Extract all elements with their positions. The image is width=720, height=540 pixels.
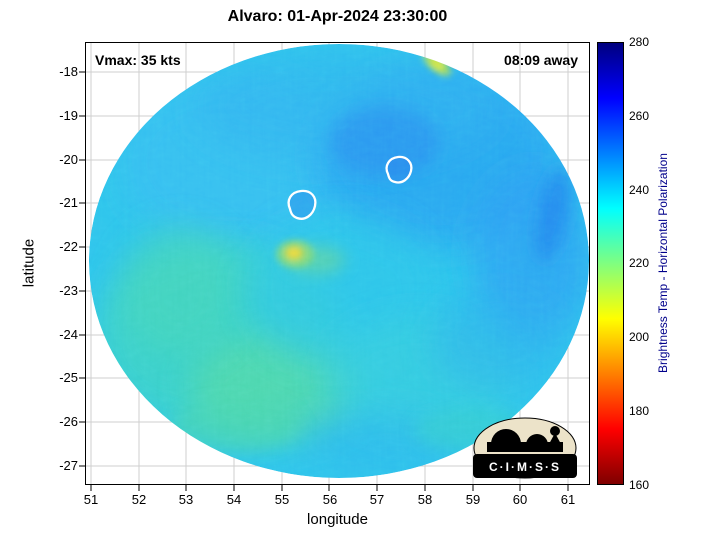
colorbar-label: Brightness Temp - Horizontal Polarizatio…: [656, 153, 670, 373]
x-tick-label: 51: [83, 492, 99, 507]
swath-disk: [89, 44, 589, 478]
x-tick-label: 57: [369, 492, 385, 507]
x-axis-label: longitude: [307, 511, 368, 528]
colorbar: [597, 42, 624, 485]
colorbar-tick-label: 160: [629, 478, 650, 492]
y-tick-label: -18: [59, 64, 78, 79]
colorbar-gradient: [598, 43, 623, 484]
x-tick-label: 56: [322, 492, 338, 507]
satellite-swath-image: C·I·M·S·S: [79, 42, 590, 491]
cimss-logo-text: C·I·M·S·S: [489, 460, 561, 474]
cold-contour: [385, 155, 413, 184]
colorbar-tick-label: 200: [629, 330, 650, 344]
x-tick-label: 61: [560, 492, 576, 507]
plot-border: [85, 42, 590, 485]
x-tick-label: 52: [131, 492, 147, 507]
cimss-logo: C·I·M·S·S: [473, 417, 577, 479]
y-tick-label: -19: [59, 108, 78, 123]
x-tick-label: 59: [465, 492, 481, 507]
y-tick-label: -24: [59, 327, 78, 342]
vmax-annotation: Vmax: 35 kts: [95, 52, 181, 68]
observatory-dome-icon: [526, 434, 548, 445]
y-tick-label: -22: [59, 239, 78, 254]
y-tick-label: -27: [59, 458, 78, 473]
axis-ticks: [79, 71, 569, 491]
observatory-dome-icon: [491, 429, 521, 444]
x-tick-label: 53: [178, 492, 194, 507]
y-tick-label: -20: [59, 152, 78, 167]
y-tick-label: -23: [59, 283, 78, 298]
colorbar-tick-label: 220: [629, 256, 650, 270]
colorbar-tick-label: 240: [629, 183, 650, 197]
x-tick-label: 58: [417, 492, 433, 507]
x-tick-label: 54: [226, 492, 242, 507]
colorbar-tick-label: 180: [629, 404, 650, 418]
x-tick-label: 60: [512, 492, 528, 507]
colorbar-tick-label: 260: [629, 109, 650, 123]
plot-title: Alvaro: 01-Apr-2024 23:30:00: [227, 8, 448, 25]
y-tick-label: -26: [59, 414, 78, 429]
time-away-annotation: 08:09 away: [504, 52, 578, 68]
water-tower-icon: [550, 426, 560, 436]
water-tower-icon: [549, 433, 561, 444]
x-tick-label: 55: [274, 492, 290, 507]
cold-contour: [287, 189, 317, 220]
y-tick-label: -21: [59, 195, 78, 210]
cold-contours: [287, 155, 413, 220]
colorbar-tick-label: 280: [629, 35, 650, 49]
plot-area: C·I·M·S·S Vmax: 35 kts 08:09 away: [79, 42, 590, 491]
y-axis-label: latitude: [20, 238, 38, 288]
y-tick-label: -25: [59, 370, 78, 385]
